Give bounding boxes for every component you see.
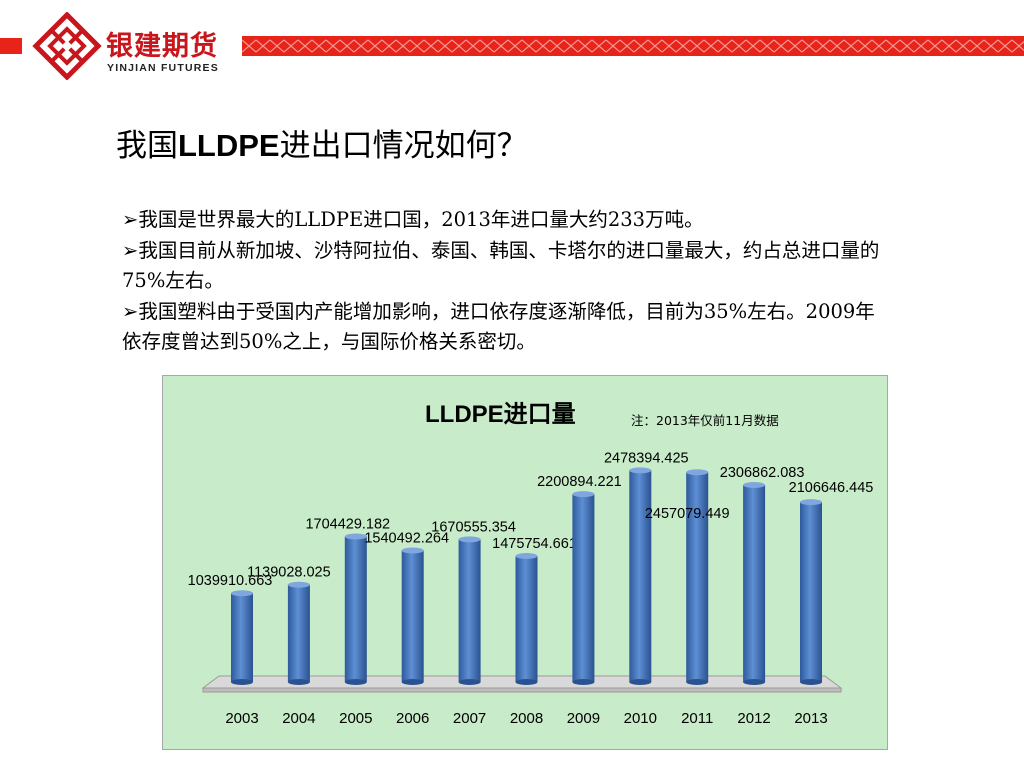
data-label-2005: 1704429.182 bbox=[305, 516, 390, 532]
bar-base-2011 bbox=[686, 679, 709, 685]
bar-2013 bbox=[800, 502, 822, 682]
data-label-2011: 2457079.449 bbox=[645, 506, 730, 522]
x-tick-label: 2013 bbox=[794, 710, 827, 727]
logo-knot-icon bbox=[32, 12, 102, 80]
x-tick-label: 2011 bbox=[681, 710, 713, 727]
title-pre: 我国 bbox=[116, 128, 178, 164]
bar-base-2006 bbox=[401, 679, 424, 685]
bar-base-2007 bbox=[458, 679, 481, 685]
chart-note: 注：2013年仅前11月数据 bbox=[631, 413, 779, 428]
bar-base-2013 bbox=[800, 679, 822, 685]
bar-2012 bbox=[743, 485, 766, 682]
bar-base-2008 bbox=[515, 679, 538, 685]
bar-cap-2010 bbox=[629, 467, 652, 474]
bar-2009 bbox=[572, 494, 595, 682]
bar-cap-2004 bbox=[287, 581, 310, 588]
x-tick-label: 2005 bbox=[339, 710, 372, 727]
chart-panel: LLDPE进口量 注：2013年仅前11月数据 1039910.663 2003 1… bbox=[162, 375, 888, 750]
data-label-2013: 2106646.445 bbox=[789, 480, 874, 496]
bullet-text: 我国是世界最大的LLDPE进口国，2013年进口量大约233万吨。 bbox=[138, 208, 704, 231]
title-post: 进出口情况如何？ bbox=[279, 128, 528, 164]
bar-cap-2005 bbox=[344, 533, 367, 540]
bar-cap-2011 bbox=[686, 469, 709, 476]
header-accent-bar bbox=[0, 38, 22, 54]
bar-base-2003 bbox=[231, 679, 253, 685]
bullet-item: ➢我国塑料由于受国内产能增加影响，进口依存度逐渐降低，目前为35%左右。2009… bbox=[122, 297, 892, 358]
data-label-2006: 1540492.264 bbox=[364, 530, 449, 546]
bar-2005 bbox=[344, 536, 367, 682]
data-label-2004: 1139028.025 bbox=[247, 565, 331, 581]
chart-title: LLDPE进口量 bbox=[425, 401, 576, 428]
import-volume-chart: LLDPE进口量 注：2013年仅前11月数据 1039910.663 2003 1… bbox=[188, 401, 874, 727]
brand-name-cn: 银建期货 bbox=[106, 31, 218, 62]
bar-cap-2009 bbox=[572, 491, 595, 498]
brand-name-en: YINJIAN FUTURES bbox=[107, 62, 219, 74]
bar-2010 bbox=[629, 470, 652, 682]
bar-cap-2013 bbox=[800, 499, 822, 506]
bullet-item: ➢我国目前从新加坡、沙特阿拉伯、泰国、韩国、卡塔尔的进口量最大，约占总进口量的 … bbox=[122, 236, 892, 297]
x-tick-label: 2004 bbox=[282, 710, 315, 727]
logo: 银建期货 YINJIAN FUTURES bbox=[30, 12, 230, 80]
x-tick-label: 2009 bbox=[567, 710, 600, 727]
x-tick-label: 2012 bbox=[737, 710, 770, 727]
data-label-2008: 1475754.661 bbox=[492, 536, 577, 552]
bar-cap-2003 bbox=[231, 590, 253, 597]
x-tick-label: 2003 bbox=[225, 710, 258, 727]
bar-2007 bbox=[458, 539, 481, 682]
bullet-item: ➢我国是世界最大的LLDPE进口国，2013年进口量大约233万吨。 bbox=[122, 205, 892, 236]
bar-2003 bbox=[231, 593, 253, 682]
bar-2008 bbox=[515, 555, 538, 682]
slide-title: 我国LLDPE进出口情况如何？ bbox=[116, 120, 528, 165]
chart-floor-edge bbox=[202, 687, 842, 693]
bar-base-2004 bbox=[287, 679, 310, 685]
bar-cap-2007 bbox=[458, 536, 481, 543]
x-tick-label: 2007 bbox=[453, 710, 486, 727]
bullet-marker-icon: ➢ bbox=[122, 238, 139, 262]
bullet-marker-icon: ➢ bbox=[122, 299, 139, 323]
x-tick-label: 2006 bbox=[396, 710, 429, 727]
bar-2006 bbox=[401, 550, 424, 682]
bar-base-2005 bbox=[344, 679, 367, 685]
data-label-2012: 2306862.083 bbox=[720, 465, 805, 481]
bar-cap-2012 bbox=[743, 482, 766, 489]
data-label-2009: 2200894.221 bbox=[537, 474, 622, 490]
title-bold: LLDPE bbox=[178, 128, 280, 163]
bullet-list: ➢我国是世界最大的LLDPE进口国，2013年进口量大约233万吨。 ➢我国目前… bbox=[122, 205, 892, 358]
bar-cap-2008 bbox=[515, 552, 538, 559]
data-label-2010: 2478394.425 bbox=[604, 450, 689, 466]
data-label-2007: 1670555.354 bbox=[431, 519, 516, 535]
bar-base-2010 bbox=[629, 679, 652, 685]
bullet-text: 我国目前从新加坡、沙特阿拉伯、泰国、韩国、卡塔尔的进口量最大，约占总进口量的 7… bbox=[122, 238, 880, 293]
data-label-2003: 1039910.663 bbox=[188, 573, 273, 589]
bar-base-2012 bbox=[743, 679, 766, 685]
header-pattern-band bbox=[242, 36, 1024, 56]
bar-2004 bbox=[287, 584, 310, 682]
x-tick-label: 2010 bbox=[624, 710, 657, 727]
bar-base-2009 bbox=[572, 679, 595, 685]
bar-cap-2006 bbox=[401, 547, 424, 554]
bullet-marker-icon: ➢ bbox=[122, 208, 139, 231]
bar-2011 bbox=[686, 472, 709, 682]
bullet-text: 我国塑料由于受国内产能增加影响，进口依存度逐渐降低，目前为35%左右。2009年… bbox=[122, 299, 875, 354]
x-tick-label: 2008 bbox=[510, 710, 543, 727]
